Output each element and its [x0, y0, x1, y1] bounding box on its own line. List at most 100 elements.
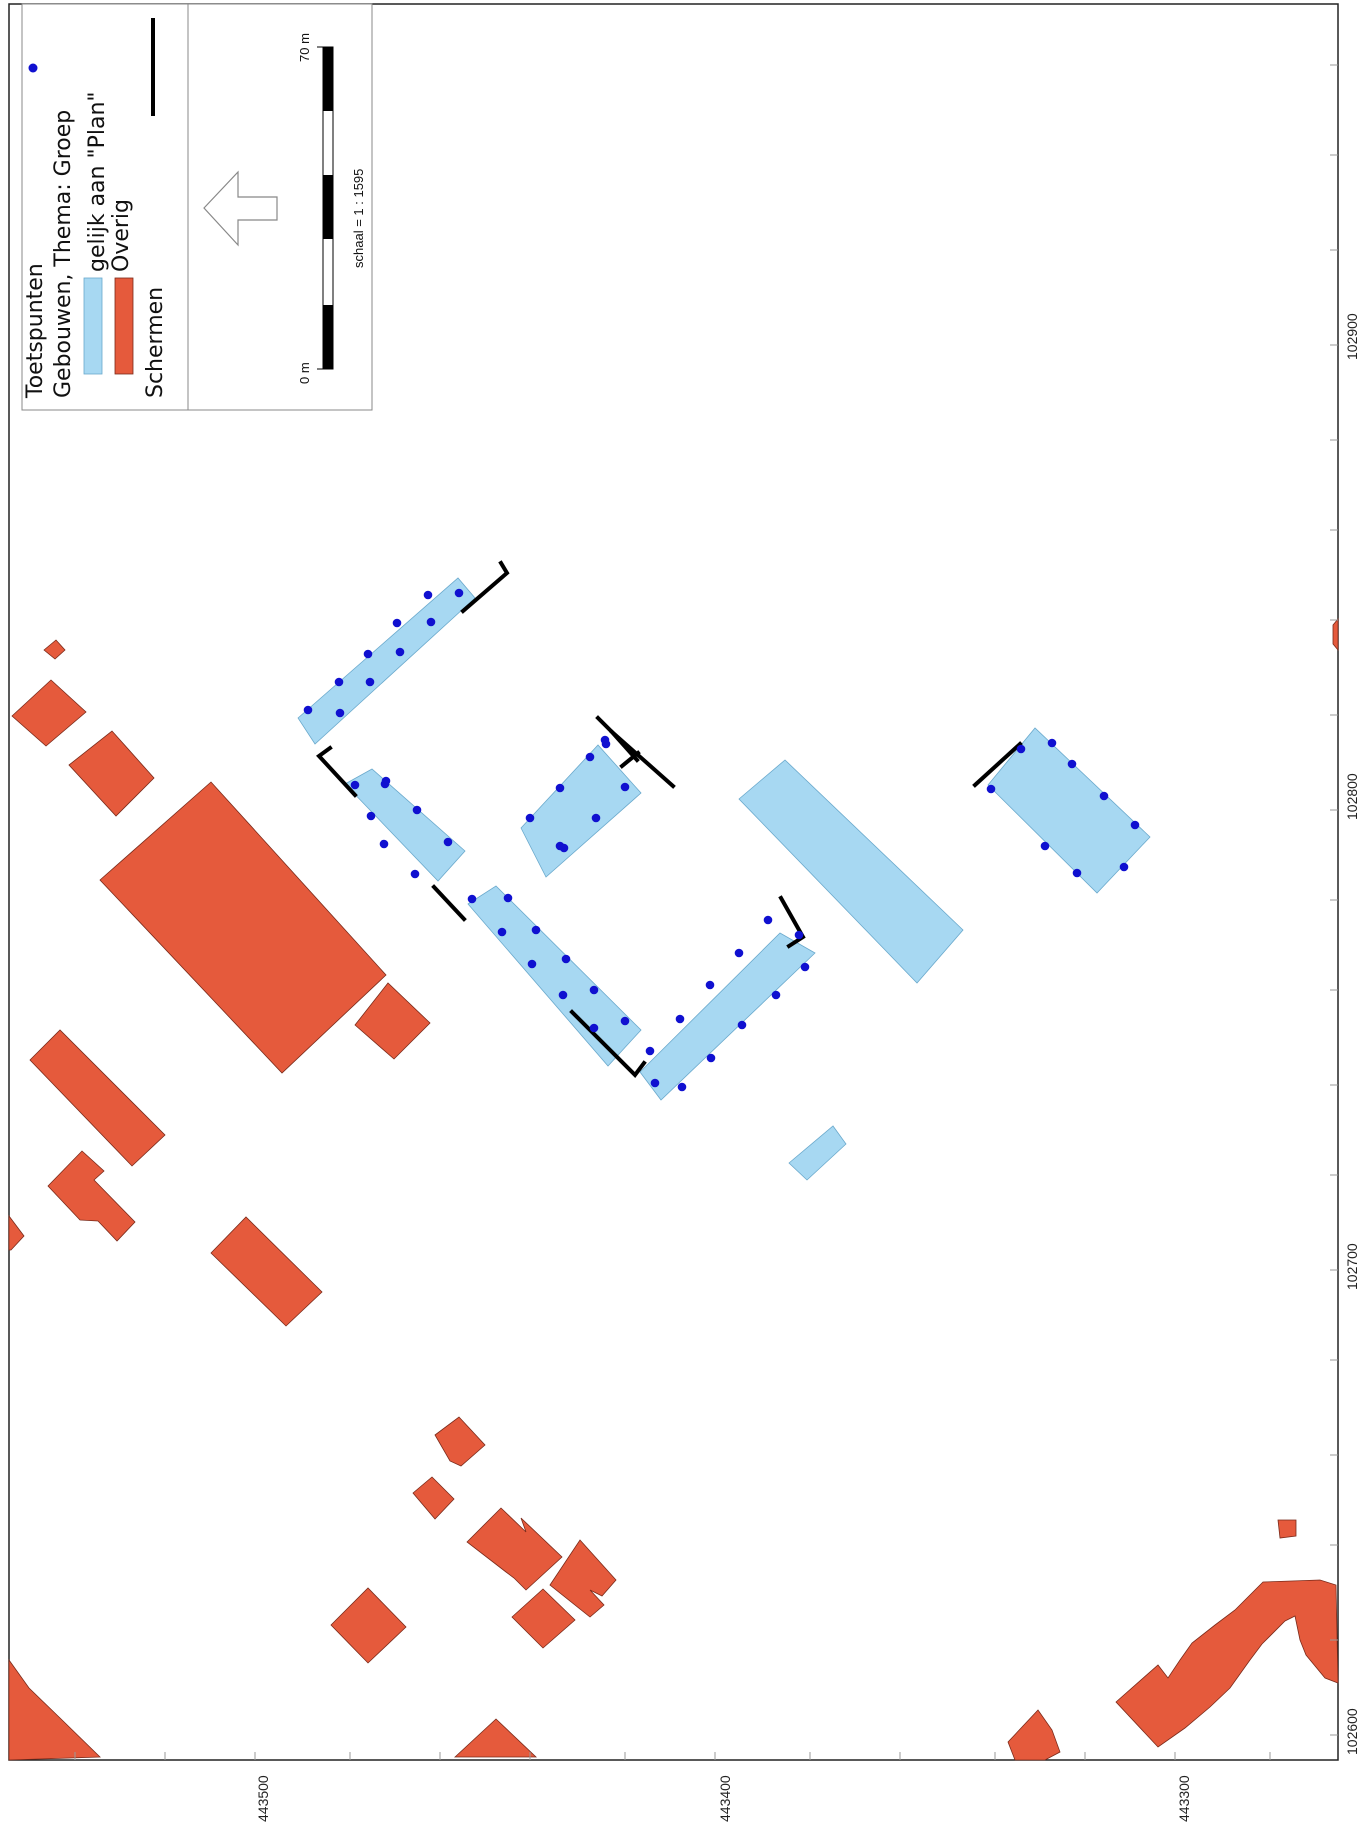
- test-point: [585, 752, 595, 762]
- plan-building: [520, 744, 642, 878]
- test-point: [675, 1014, 685, 1024]
- test-point: [677, 1082, 687, 1092]
- screen-line: [609, 729, 676, 789]
- test-point: [800, 962, 810, 972]
- legend-title: Toetspunten: [23, 263, 48, 399]
- test-point: [1047, 738, 1057, 748]
- test-point: [426, 617, 436, 627]
- scale-end-label: 70 m: [297, 33, 312, 62]
- legend-group-title: Gebouwen, Thema: Groep: [51, 110, 76, 398]
- test-point: [395, 647, 405, 657]
- bottom-axis-label: 443500: [255, 1775, 271, 1822]
- test-point: [392, 618, 402, 628]
- other-building: [1007, 1709, 1061, 1761]
- test-point: [763, 915, 773, 925]
- right-axis-label: 102800: [1344, 773, 1360, 820]
- scale-ratio-text: schaal = 1 : 1595: [351, 169, 366, 268]
- other-building: [43, 639, 66, 660]
- plan-building: [467, 885, 642, 1067]
- screen-line: [460, 560, 510, 614]
- other-building: [68, 730, 155, 817]
- plan-building: [788, 1125, 847, 1181]
- other-swatch: [114, 277, 134, 375]
- test-point: [335, 708, 345, 718]
- test-point: [423, 590, 433, 600]
- screen-line: [778, 895, 806, 949]
- axis-ticks: [74, 64, 1338, 1760]
- other-building: [11, 679, 87, 747]
- legend-other-label: Overig: [109, 199, 134, 272]
- plan-buildings-layer: [297, 577, 1151, 1181]
- other-building: [8, 1214, 25, 1251]
- other-building: [453, 1718, 538, 1758]
- test-point-symbol: [28, 63, 38, 73]
- right-axis-label: 102700: [1344, 1243, 1360, 1290]
- other-building: [466, 1507, 563, 1591]
- test-point: [555, 783, 565, 793]
- test-point: [365, 677, 375, 687]
- test-point: [303, 705, 313, 715]
- legend-screens-label: Schermen: [143, 287, 168, 398]
- screen-line: [431, 884, 467, 922]
- other-building: [8, 1658, 101, 1761]
- other-building: [1115, 1579, 1339, 1748]
- test-point: [650, 1078, 660, 1088]
- bottom-axis-label: 443400: [717, 1775, 733, 1822]
- test-point: [363, 649, 373, 659]
- screen-line: [569, 1009, 647, 1079]
- screen-line: [972, 741, 1023, 788]
- test-point: [527, 959, 537, 969]
- test-point: [620, 782, 630, 792]
- test-point: [734, 948, 744, 958]
- other-building: [511, 1588, 576, 1649]
- test-point: [525, 813, 535, 823]
- bottom-axis-labels: 443500 443400 443300: [255, 1775, 1192, 1822]
- other-building: [1277, 1519, 1297, 1539]
- test-point: [410, 869, 420, 879]
- other-buildings-layer: [8, 617, 1339, 1761]
- test-point: [986, 784, 996, 794]
- other-building: [549, 1539, 617, 1618]
- test-point: [380, 779, 390, 789]
- test-point: [412, 805, 422, 815]
- other-building: [1332, 617, 1339, 652]
- plan-building: [344, 768, 466, 882]
- test-point: [1016, 744, 1026, 754]
- test-point: [705, 980, 715, 990]
- test-point: [531, 925, 541, 935]
- test-point: [589, 1023, 599, 1033]
- scale-bar: [317, 46, 334, 370]
- other-building: [354, 982, 431, 1060]
- right-axis-label: 102900: [1344, 313, 1360, 360]
- other-building: [210, 1216, 323, 1327]
- test-point: [591, 813, 601, 823]
- screen-line: [619, 750, 641, 769]
- test-point: [620, 1016, 630, 1026]
- legend: Toetspunten Gebouwen, Thema: Groep gelij…: [21, 3, 373, 411]
- right-axis-label: 102600: [1344, 1708, 1360, 1755]
- test-point: [706, 1053, 716, 1063]
- test-point: [366, 811, 376, 821]
- test-point: [1072, 868, 1082, 878]
- plan-building: [738, 759, 964, 984]
- test-point: [334, 677, 344, 687]
- test-point: [645, 1046, 655, 1056]
- legend-plan-label: gelijk aan "Plan": [85, 91, 110, 272]
- bottom-axis-label: 443300: [1176, 1775, 1192, 1822]
- test-point: [503, 893, 513, 903]
- test-point: [1119, 862, 1129, 872]
- scale-start-label: 0 m: [297, 362, 312, 384]
- test-point: [1130, 820, 1140, 830]
- test-point: [561, 954, 571, 964]
- north-arrow-icon: [203, 170, 278, 247]
- other-building: [47, 1150, 136, 1242]
- test-point: [794, 930, 804, 940]
- other-building: [434, 1416, 486, 1467]
- test-points-layer: [303, 588, 1140, 1092]
- test-point: [1067, 759, 1077, 769]
- test-point: [454, 588, 464, 598]
- screens-layer: [316, 560, 1023, 1079]
- other-building: [29, 1029, 166, 1167]
- test-point: [771, 990, 781, 1000]
